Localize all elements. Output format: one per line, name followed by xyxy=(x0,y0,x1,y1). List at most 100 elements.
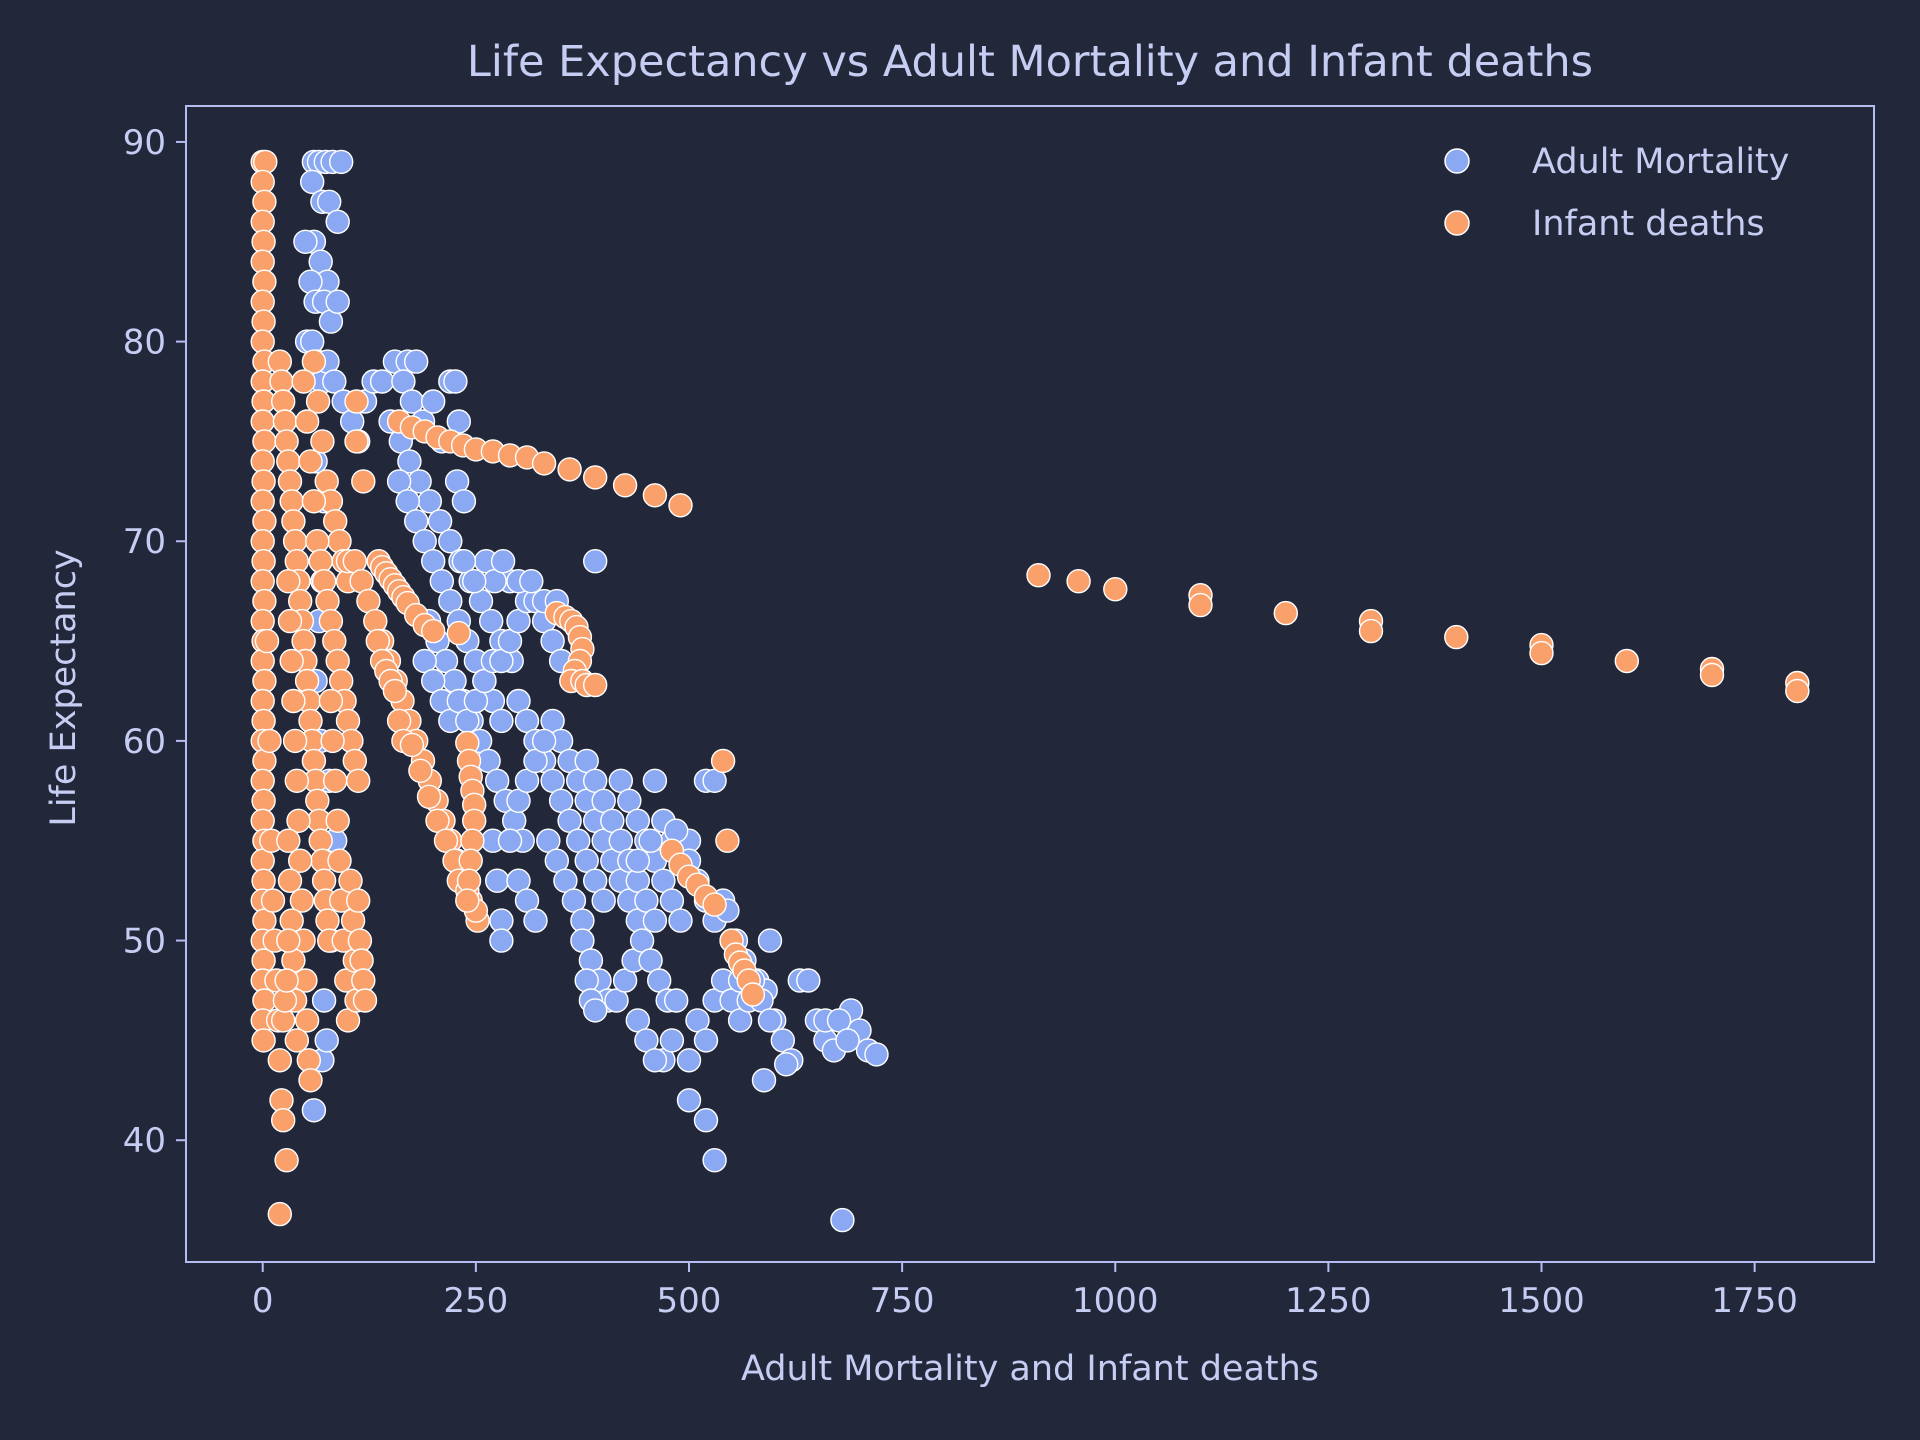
data-point-infant-deaths xyxy=(446,620,471,646)
data-point-adult-mortality xyxy=(676,1088,702,1113)
data-point-adult-mortality xyxy=(485,868,510,893)
data-point-adult-mortality xyxy=(462,569,487,594)
data-point-infant-deaths xyxy=(314,469,339,494)
data-point-infant-deaths xyxy=(408,758,433,783)
data-point-adult-mortality xyxy=(796,968,821,993)
data-point-adult-mortality xyxy=(864,1042,889,1067)
data-point-infant-deaths xyxy=(274,968,299,993)
data-point-infant-deaths xyxy=(325,648,350,674)
data-point-infant-deaths xyxy=(311,569,337,594)
data-point-adult-mortality xyxy=(774,1052,799,1077)
data-point-infant-deaths xyxy=(318,688,344,714)
data-point-adult-mortality xyxy=(325,289,350,314)
data-point-adult-mortality xyxy=(757,1008,783,1033)
data-point-infant-deaths xyxy=(346,888,371,913)
x-tick-label: 1000 xyxy=(1072,1281,1159,1321)
x-tick-label: 500 xyxy=(657,1281,722,1321)
data-point-adult-mortality xyxy=(497,828,523,853)
data-point-infant-deaths xyxy=(301,489,327,514)
data-point-adult-mortality xyxy=(693,1028,719,1053)
data-point-infant-deaths xyxy=(416,784,442,809)
legend-label-infant-deaths: Infant deaths xyxy=(1532,204,1765,244)
data-point-infant-deaths xyxy=(298,1068,323,1093)
data-point-infant-deaths xyxy=(323,509,348,534)
data-point-infant-deaths xyxy=(289,888,315,913)
data-point-adult-mortality xyxy=(301,1098,327,1123)
data-point-infant-deaths xyxy=(276,569,301,594)
series-infant-deaths xyxy=(250,149,1810,1227)
legend-marker-infant-deaths xyxy=(1444,210,1470,236)
data-point-adult-mortality xyxy=(451,489,477,514)
x-tick-label: 1250 xyxy=(1285,1281,1372,1321)
data-point-infant-deaths xyxy=(301,349,327,374)
data-point-infant-deaths xyxy=(344,429,369,454)
data-point-adult-mortality xyxy=(427,509,453,534)
y-tick-label: 60 xyxy=(123,722,166,762)
x-tick-label: 1500 xyxy=(1498,1281,1585,1321)
data-point-adult-mortality xyxy=(314,1028,339,1053)
data-point-adult-mortality xyxy=(625,848,650,873)
data-point-infant-deaths xyxy=(702,892,727,917)
data-point-infant-deaths xyxy=(1444,624,1469,650)
y-axis-label: Life Expectancy xyxy=(44,549,84,826)
data-point-adult-mortality xyxy=(519,569,544,594)
x-axis-label: Adult Mortality and Infant deaths xyxy=(741,1349,1319,1389)
data-point-adult-mortality xyxy=(490,549,516,574)
data-point-adult-mortality xyxy=(638,828,663,853)
data-point-adult-mortality xyxy=(329,149,354,175)
data-point-adult-mortality xyxy=(642,908,668,933)
data-point-adult-mortality xyxy=(479,608,504,634)
y-tick-label: 90 xyxy=(123,123,166,163)
data-points xyxy=(250,149,1810,1233)
data-point-infant-deaths xyxy=(1358,618,1384,644)
data-point-adult-mortality xyxy=(404,349,429,374)
data-point-adult-mortality xyxy=(298,269,323,294)
data-point-infant-deaths xyxy=(294,1008,320,1033)
data-point-infant-deaths xyxy=(1785,678,1810,704)
data-point-adult-mortality xyxy=(583,549,608,574)
data-point-adult-mortality xyxy=(369,369,395,394)
data-point-infant-deaths xyxy=(1188,592,1213,618)
data-point-adult-mortality xyxy=(664,988,689,1013)
data-point-infant-deaths xyxy=(642,483,668,508)
data-point-adult-mortality xyxy=(397,449,422,474)
data-point-adult-mortality xyxy=(451,549,477,574)
x-tick-label: 250 xyxy=(443,1281,508,1321)
data-point-adult-mortality xyxy=(642,1048,668,1073)
data-point-infant-deaths xyxy=(305,389,331,414)
data-point-infant-deaths xyxy=(282,728,308,754)
data-point-infant-deaths xyxy=(583,465,608,490)
data-point-adult-mortality xyxy=(443,369,468,394)
data-point-adult-mortality xyxy=(399,389,425,414)
plot-area-frame xyxy=(185,105,1875,1263)
legend: Adult Mortality Infant deaths xyxy=(1444,142,1789,244)
data-point-adult-mortality xyxy=(438,529,463,554)
data-point-adult-mortality xyxy=(642,768,668,793)
data-point-infant-deaths xyxy=(315,588,340,614)
data-point-infant-deaths xyxy=(277,868,303,893)
data-point-infant-deaths xyxy=(284,768,309,793)
data-point-infant-deaths xyxy=(257,728,282,754)
data-point-infant-deaths xyxy=(267,1201,292,1227)
data-point-infant-deaths xyxy=(382,678,408,704)
y-tick-label: 50 xyxy=(123,922,166,962)
data-point-infant-deaths xyxy=(276,828,301,853)
data-point-infant-deaths xyxy=(286,808,311,833)
data-point-infant-deaths xyxy=(1103,577,1128,602)
data-point-infant-deaths xyxy=(260,888,286,913)
data-point-infant-deaths xyxy=(276,928,301,953)
data-point-infant-deaths xyxy=(365,628,390,654)
data-point-infant-deaths xyxy=(274,1147,299,1173)
data-point-infant-deaths xyxy=(298,449,323,474)
data-point-infant-deaths xyxy=(1529,640,1554,666)
data-point-infant-deaths xyxy=(715,828,740,853)
data-point-infant-deaths xyxy=(740,982,766,1007)
data-point-adult-mortality xyxy=(421,389,446,414)
data-point-infant-deaths xyxy=(351,469,376,494)
data-point-infant-deaths xyxy=(325,808,350,833)
data-point-infant-deaths xyxy=(342,748,367,774)
data-point-adult-mortality xyxy=(325,209,350,235)
data-point-infant-deaths xyxy=(1066,569,1091,594)
y-tick-label: 40 xyxy=(123,1121,166,1161)
